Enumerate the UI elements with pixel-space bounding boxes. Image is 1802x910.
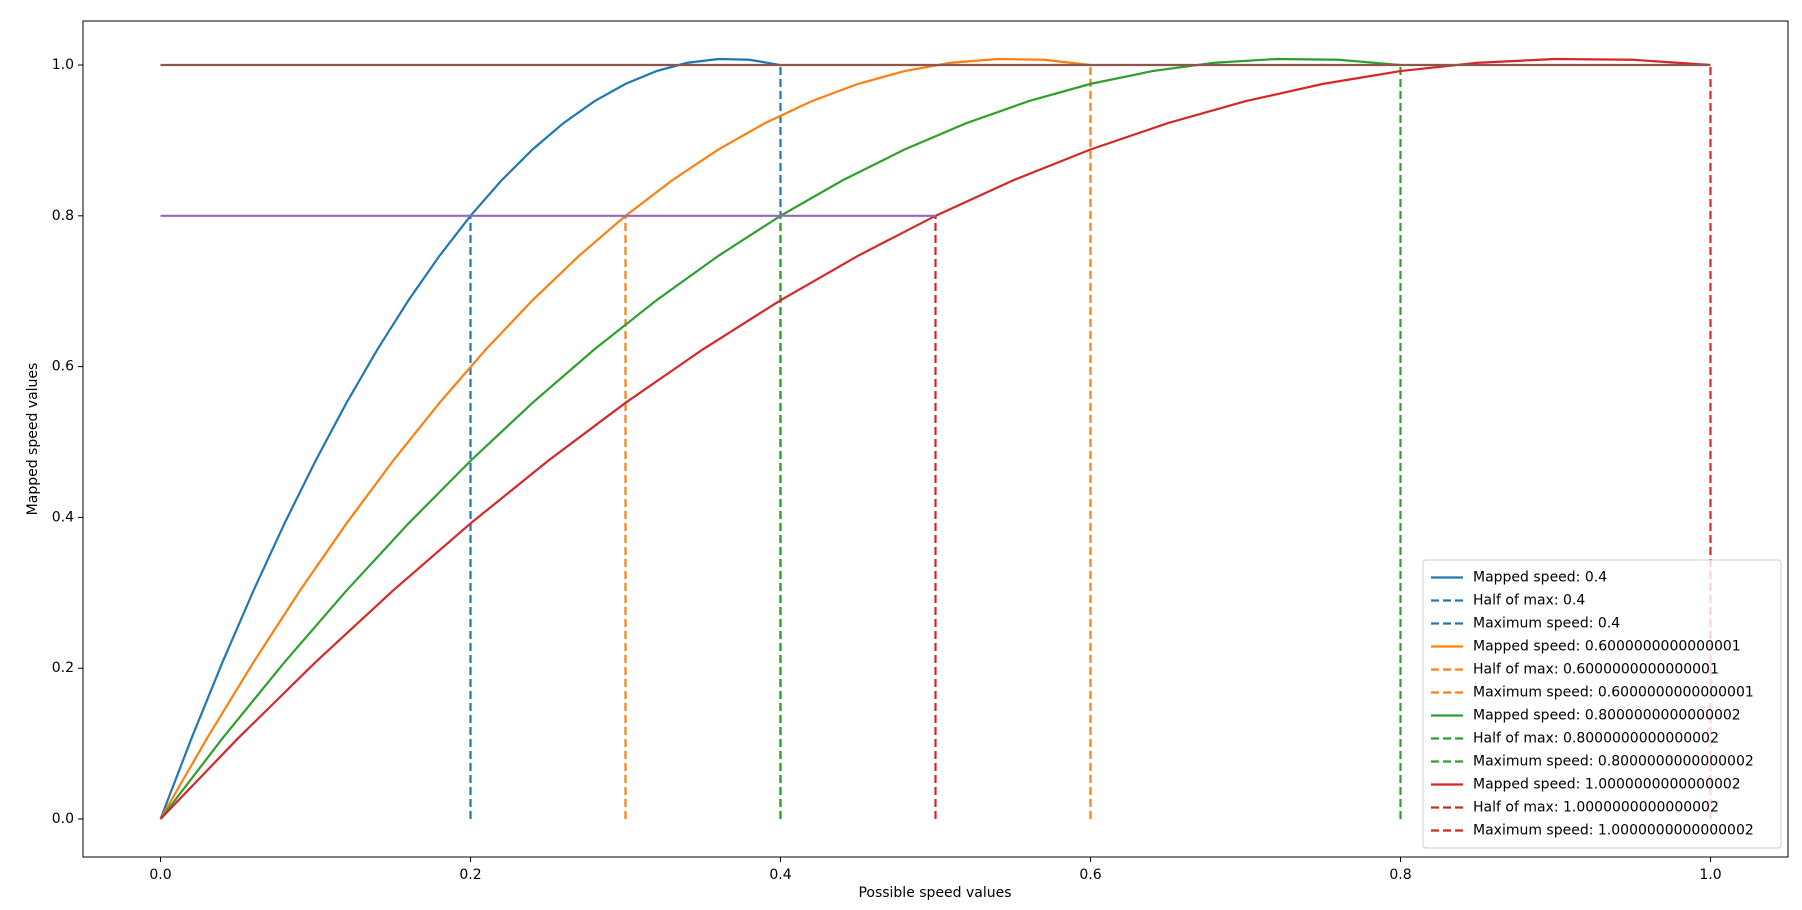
y-tick-label: 0.8 — [52, 208, 74, 224]
plot-frame — [82, 20, 1789, 858]
legend-label: Mapped speed: 0.6000000000000001 — [1473, 639, 1741, 655]
legend-label: Maximum speed: 0.4 — [1473, 616, 1620, 632]
legend-label: Maximum speed: 0.6000000000000001 — [1473, 685, 1754, 701]
x-tick-label: 1.0 — [1699, 867, 1721, 883]
legend-label: Half of max: 0.8000000000000002 — [1473, 731, 1719, 747]
legend-label: Mapped speed: 0.8000000000000002 — [1473, 708, 1741, 724]
legend-label: Half of max: 0.6000000000000001 — [1473, 662, 1719, 678]
legend-label: Half of max: 1.0000000000000002 — [1473, 800, 1719, 816]
x-axis-label: Possible speed values — [858, 885, 1011, 901]
legend-label: Half of max: 0.4 — [1473, 593, 1585, 609]
y-tick-label: 0.4 — [52, 509, 74, 525]
x-tick-label: 0.4 — [769, 867, 791, 883]
legend-label: Maximum speed: 1.0000000000000002 — [1473, 823, 1754, 839]
y-tick-label: 0.0 — [52, 811, 74, 827]
x-tick-label: 0.2 — [459, 867, 481, 883]
y-tick-label: 0.6 — [52, 359, 74, 375]
y-tick-label: 0.2 — [52, 660, 74, 676]
x-tick-label: 0.6 — [1079, 867, 1101, 883]
y-axis-label: Mapped speed values — [25, 363, 41, 516]
y-tick-label: 1.0 — [52, 57, 74, 73]
legend-label: Mapped speed: 0.4 — [1473, 570, 1607, 586]
legend: Mapped speed: 0.4 Half of max: 0.4 Maximum… — [1422, 559, 1782, 849]
legend-box — [1422, 559, 1782, 849]
legend-label: Maximum speed: 0.8000000000000002 — [1473, 754, 1754, 770]
x-tick-label: 0.8 — [1389, 867, 1411, 883]
legend-label: Mapped speed: 1.0000000000000002 — [1473, 777, 1741, 793]
x-tick-label: 0.0 — [149, 867, 171, 883]
